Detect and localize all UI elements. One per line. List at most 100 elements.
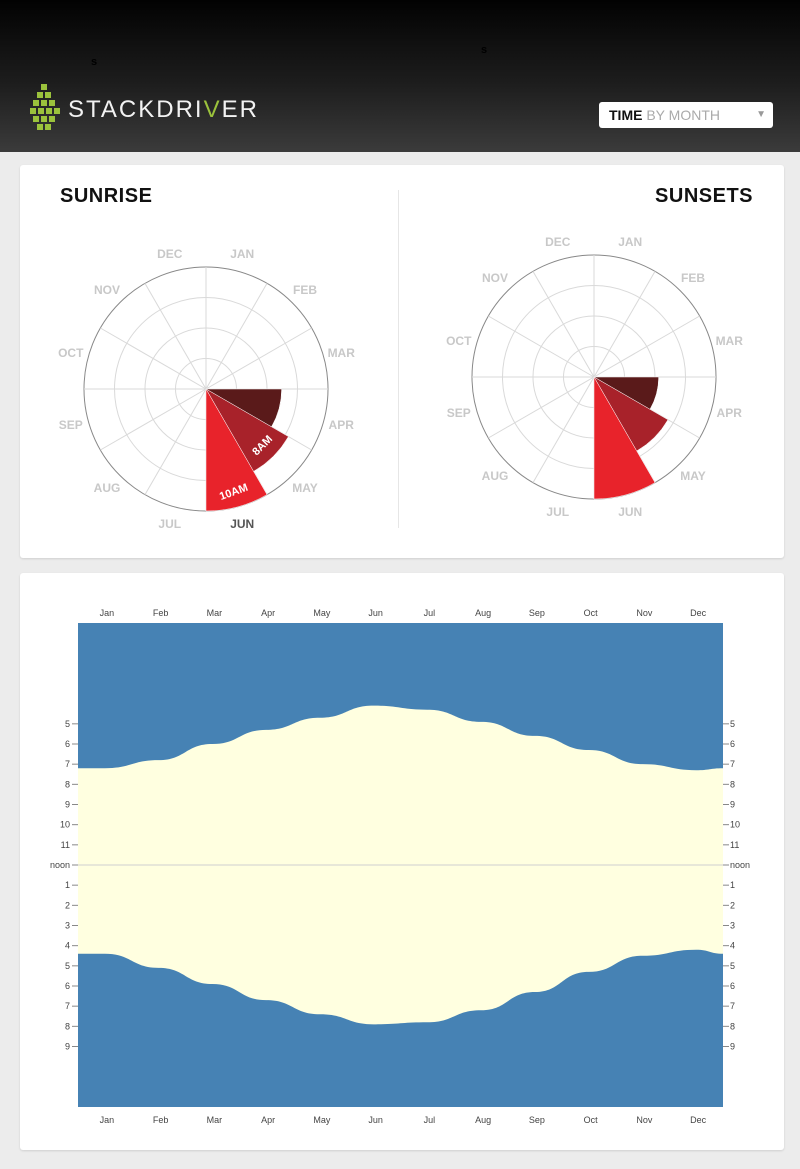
sunsets-title: SUNSETS: [655, 185, 753, 207]
sunsets-month-label: JUL: [546, 505, 569, 519]
sunrise-month-label: APR: [329, 418, 355, 432]
month-tick-top: Dec: [690, 608, 707, 618]
sunsets-month-label: OCT: [446, 334, 472, 348]
sunrise-polar-chart: 8AM10AMJANFEBMARAPRMAYJUNJULAUGSEPOCTNOV…: [58, 247, 355, 531]
hour-label-left: 9: [65, 1042, 70, 1052]
sunrise-sector-jun: [205, 388, 268, 512]
hour-label-right: 11: [730, 840, 739, 850]
month-tick-bottom: Apr: [261, 1115, 275, 1125]
hour-label-right: 7: [730, 1001, 735, 1011]
stackdriver-logo[interactable]: STACKDRIVER: [30, 84, 270, 132]
hour-label-left: 8: [65, 779, 70, 789]
sunrise-grid-spoke: [144, 388, 207, 495]
month-tick-bottom: Aug: [475, 1115, 491, 1125]
hour-label-left: 6: [65, 739, 70, 749]
sunsets-month-label: JAN: [618, 235, 642, 249]
hour-label-left: 1: [65, 880, 70, 890]
sunsets-polar-chart: JAN FEB MAR APR MAY JUN JUL AUG SEP OCT NOV DEC: [446, 235, 743, 519]
cubes-logo-icon: [30, 84, 60, 130]
month-tick-top: Feb: [153, 608, 169, 618]
polar-charts-card: SUNRISE SUNSETS 8AM 10AM JAN FEB MAR APR MAY JU…: [20, 165, 784, 558]
polar-charts-svg: 8AM10AMJANFEBMARAPRMAYJUNJULAUGSEPOCTNOV…: [58, 235, 743, 531]
sunrise-grid-spoke: [100, 388, 207, 451]
sunrise-month-label: JUN: [230, 517, 254, 531]
hour-label-left: 9: [65, 800, 70, 810]
sunsets-month-label: DEC: [545, 235, 571, 249]
hour-label-left: 4: [65, 941, 70, 951]
time-select-key: TIME: [609, 107, 643, 123]
sunsets-grid-spoke: [488, 315, 595, 378]
month-tick-top: Jul: [424, 608, 436, 618]
month-tick-top: Apr: [261, 608, 275, 618]
month-tick-top: Jan: [100, 608, 115, 618]
month-tick-bottom: Mar: [207, 1115, 223, 1125]
hour-label-left: 2: [65, 900, 70, 910]
hour-label-left: 5: [65, 961, 70, 971]
sunrise-month-label: NOV: [94, 283, 120, 297]
month-tick-top: Oct: [584, 608, 599, 618]
sunsets-month-label: JUN: [618, 505, 642, 519]
time-select-value: BY MONTH: [646, 107, 720, 123]
hour-label-right: 10: [730, 820, 740, 830]
sunsets-sector-jun: [593, 376, 656, 500]
daylight-chart-card: Jan Jan Feb Feb Mar Mar Apr Apr May May Jun Jun Jul J…: [20, 573, 784, 1150]
hour-label-left: noon: [50, 860, 70, 870]
sunsets-grid-spoke: [488, 376, 595, 439]
hour-label-right: 5: [730, 719, 735, 729]
sunrise-grid-spoke: [100, 327, 207, 390]
hour-label-right: noon: [730, 860, 750, 870]
sunsets-grid-spoke: [532, 271, 595, 378]
hour-label-right: 9: [730, 1042, 735, 1052]
stray-mark: s: [481, 44, 488, 56]
month-tick-top: Jun: [368, 608, 383, 618]
sunrise-month-label: AUG: [94, 481, 121, 495]
hour-label-left: 5: [65, 719, 70, 729]
hour-label-left: 11: [61, 840, 70, 850]
month-tick-bottom: Feb: [153, 1115, 169, 1125]
sunsets-grid-spoke: [593, 315, 700, 378]
sunsets-month-label: AUG: [482, 469, 509, 483]
sunsets-month-label: APR: [717, 406, 743, 420]
sunsets-grid-spoke: [532, 376, 595, 483]
month-tick-bottom: Jun: [368, 1115, 383, 1125]
hour-label-right: 9: [730, 800, 735, 810]
sunrise-month-label: MAY: [292, 481, 318, 495]
month-tick-top: Mar: [207, 608, 223, 618]
hour-label-right: 6: [730, 981, 735, 991]
sunsets-month-label: SEP: [447, 406, 471, 420]
card-divider: [398, 190, 399, 528]
chevron-down-icon: ▼: [756, 109, 766, 120]
hour-label-left: 8: [65, 1021, 70, 1031]
sunsets-grid-spoke: [593, 271, 656, 378]
month-tick-bottom: Sep: [529, 1115, 545, 1125]
hour-label-right: 8: [730, 1021, 735, 1031]
daylight-plot: [78, 623, 723, 1107]
sunrise-month-label: OCT: [58, 346, 84, 360]
month-tick-top: Nov: [636, 608, 653, 618]
time-select[interactable]: TIME BY MONTH ▼: [599, 102, 773, 128]
sunrise-month-label: DEC: [157, 247, 183, 261]
hour-label-left: 7: [65, 1001, 70, 1011]
month-tick-top: Aug: [475, 608, 491, 618]
month-tick-bottom: Jan: [100, 1115, 115, 1125]
sunrise-month-label: JAN: [230, 247, 254, 261]
stray-mark: s: [91, 56, 98, 68]
daylight-chart-svg: Jan Jan Feb Feb Mar Mar Apr Apr May May Jun Jun Jul J…: [50, 608, 750, 1125]
hour-label-left: 7: [65, 759, 70, 769]
hour-label-left: 3: [65, 921, 70, 931]
month-tick-bottom: May: [313, 1115, 331, 1125]
sunrise-grid-spoke: [205, 283, 268, 390]
month-tick-bottom: Dec: [690, 1115, 707, 1125]
month-tick-top: Sep: [529, 608, 545, 618]
month-tick-bottom: Jul: [424, 1115, 436, 1125]
month-tick-bottom: Oct: [584, 1115, 599, 1125]
sunsets-month-label: NOV: [482, 271, 508, 285]
sunrise-month-label: FEB: [293, 283, 317, 297]
hour-label-left: 6: [65, 981, 70, 991]
hour-label-left: 10: [60, 820, 70, 830]
sunrise-grid-spoke: [144, 283, 207, 390]
sunrise-title: SUNRISE: [60, 185, 153, 207]
hour-label-right: 4: [730, 941, 735, 951]
sunrise-month-label: MAR: [328, 346, 356, 360]
sunrise-month-label: SEP: [59, 418, 83, 432]
